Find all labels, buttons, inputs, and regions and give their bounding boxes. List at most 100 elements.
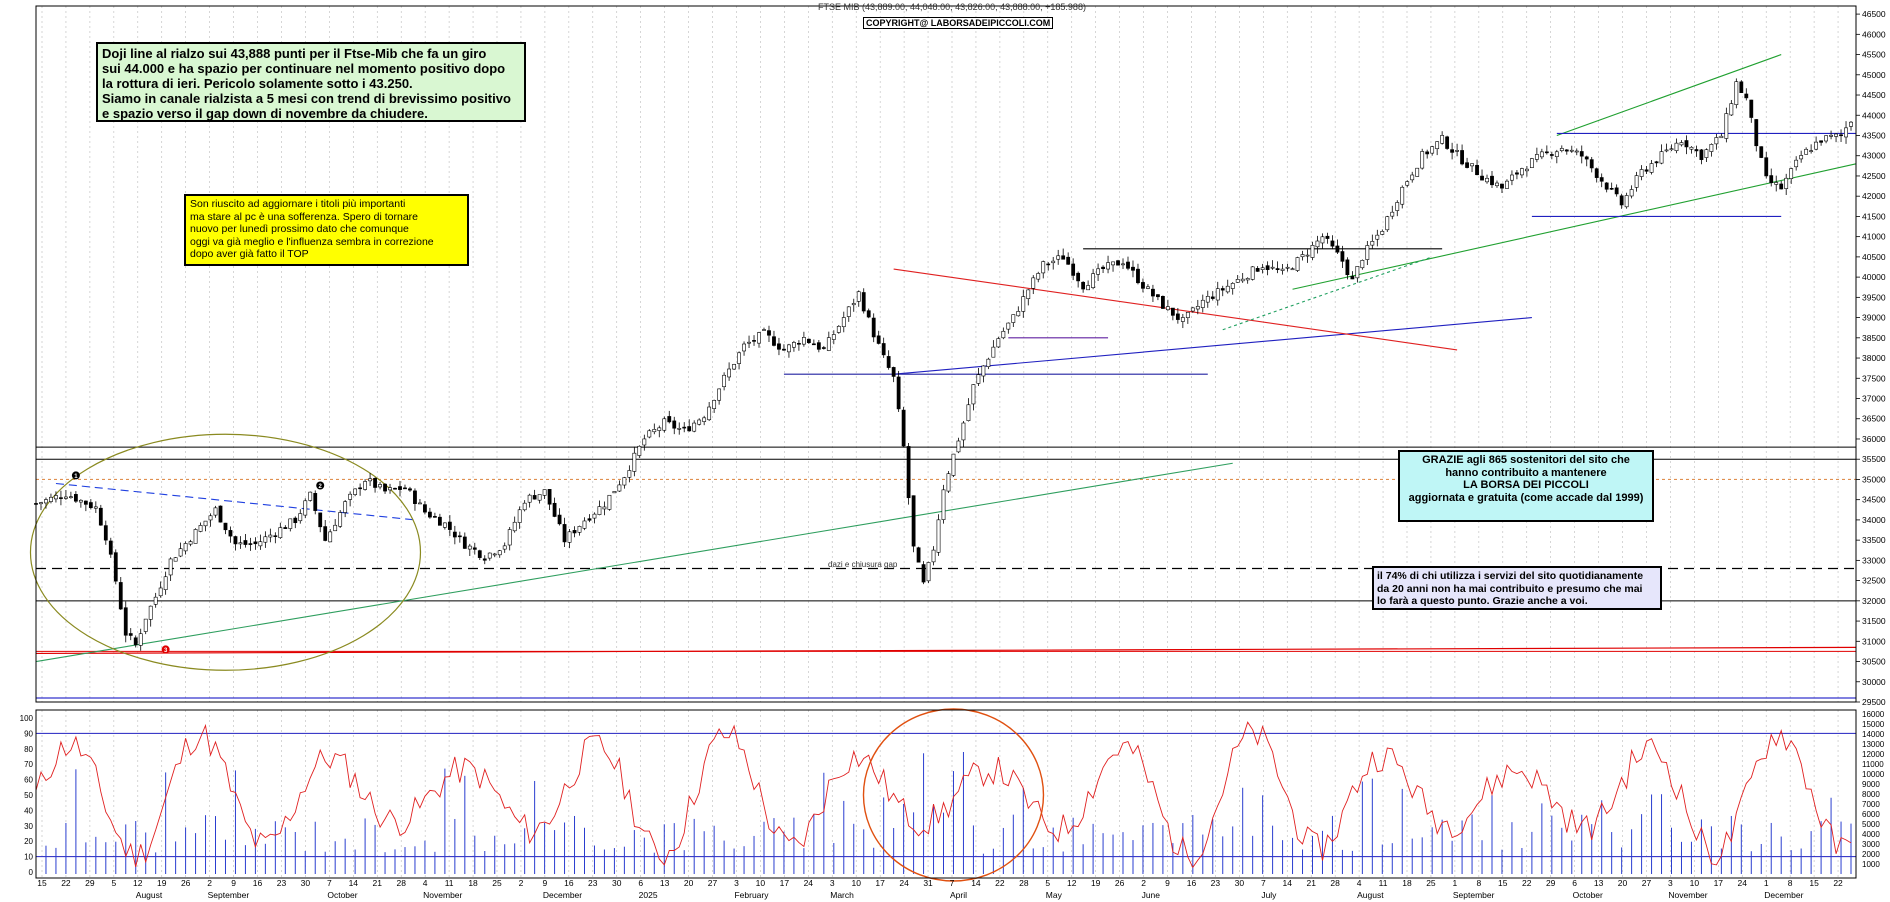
candle-body	[1584, 156, 1589, 160]
candle-body	[1694, 149, 1699, 152]
candle-body	[1275, 268, 1280, 271]
osc-tick-label: 20	[24, 837, 33, 846]
candle-body	[1794, 159, 1799, 168]
candle-body	[1380, 231, 1385, 235]
x-tick-label: 3	[1668, 878, 1673, 888]
candle-body	[1445, 136, 1450, 149]
candle-body	[1315, 240, 1320, 248]
candle-body	[1230, 283, 1235, 289]
x-month-label: August	[136, 890, 163, 900]
candle-body	[792, 342, 796, 348]
candle-body	[1539, 151, 1544, 158]
y-tick-label: 38000	[1862, 353, 1886, 363]
candle-body	[712, 400, 717, 409]
candle-body	[1340, 251, 1345, 262]
y-tick-label: 34000	[1862, 515, 1886, 525]
candle-body	[1829, 134, 1833, 137]
candle-body	[273, 535, 278, 537]
candle-body	[697, 419, 702, 425]
candle-body	[816, 342, 821, 350]
candle-body	[527, 494, 532, 503]
personal-line: ma stare al pc è una sofferenza. Spero d…	[190, 210, 419, 223]
candle-body	[1385, 216, 1390, 231]
candle-body	[1420, 151, 1425, 169]
candle-body	[353, 488, 358, 495]
candle-body	[1006, 322, 1011, 330]
candle-body	[1569, 149, 1574, 152]
candle-body	[916, 547, 921, 563]
x-tick-label: 28	[396, 878, 406, 888]
candle-body	[1205, 296, 1210, 303]
candle-body	[1739, 81, 1744, 93]
candle-body	[1051, 260, 1056, 264]
x-tick-label: 4	[1357, 878, 1362, 888]
candle-body	[871, 317, 876, 338]
candle-body	[1774, 182, 1779, 185]
volume-tick-label: 16000	[1862, 710, 1885, 719]
candle-body	[1475, 164, 1479, 176]
volume-tick-label: 4000	[1862, 830, 1880, 839]
x-tick-label: 12	[1067, 878, 1077, 888]
candle-body	[602, 506, 607, 510]
candle-body	[677, 428, 682, 430]
osc-tick-label: 60	[24, 776, 33, 785]
candle-body	[1086, 285, 1091, 291]
candle-body	[113, 552, 118, 582]
candle-body	[213, 507, 218, 516]
x-tick-label: 25	[1426, 878, 1436, 888]
candle-body	[542, 489, 547, 496]
candle-body	[821, 347, 826, 349]
candle-body	[1734, 81, 1739, 105]
candle-body	[148, 605, 153, 620]
candle-body	[1599, 177, 1604, 182]
candle-body	[64, 496, 68, 499]
candle-body	[856, 291, 861, 302]
analysis-line: Doji line al rialzo sui 43,888 punti per…	[102, 46, 487, 61]
marker-circle	[161, 645, 170, 654]
osc-tick-label: 100	[20, 714, 34, 723]
candle-body	[707, 406, 712, 421]
candle-body	[123, 607, 128, 636]
candle-body	[1460, 150, 1464, 165]
candle-body	[1594, 168, 1599, 178]
x-month-label: March	[830, 890, 854, 900]
x-tick-label: 17	[780, 878, 790, 888]
y-tick-label: 45000	[1862, 70, 1886, 80]
candle-body	[1390, 211, 1395, 217]
candle-body	[1365, 245, 1370, 260]
candle-body	[1061, 255, 1066, 260]
personal-line: Son riuscito ad aggiornare i titoli più …	[190, 198, 406, 210]
candle-body	[472, 547, 477, 550]
candle-body	[572, 530, 577, 534]
x-tick-label: 7	[950, 878, 955, 888]
x-month-label: December	[543, 890, 582, 900]
candle-body	[153, 596, 158, 605]
thanks-line: LA BORSA DEI PICCOLI	[1463, 479, 1589, 491]
candle-body	[1295, 257, 1300, 271]
candle-body	[1799, 155, 1804, 160]
candle-body	[108, 540, 113, 555]
candle-body	[1714, 137, 1719, 145]
candle-body	[1325, 235, 1330, 239]
candle-body	[413, 490, 417, 504]
x-tick-label: 28	[1330, 878, 1340, 888]
candle-body	[1335, 245, 1340, 253]
candle-body	[861, 292, 866, 312]
candle-body	[1629, 189, 1634, 197]
candle-body	[1699, 149, 1704, 160]
candle-body	[462, 536, 467, 549]
volume-tick-label: 15000	[1862, 720, 1885, 729]
candle-body	[986, 358, 991, 367]
candle-body	[1440, 135, 1445, 144]
x-tick-label: 12	[133, 878, 143, 888]
candle-body	[1435, 141, 1440, 150]
volume-tick-label: 6000	[1862, 810, 1880, 819]
volume-tick-label: 3000	[1862, 840, 1880, 849]
x-tick-label: 20	[1618, 878, 1628, 888]
y-tick-label: 33500	[1862, 535, 1886, 545]
y-tick-label: 37500	[1862, 373, 1886, 383]
x-tick-label: 14	[1283, 878, 1293, 888]
candle-body	[1146, 286, 1150, 289]
candle-body	[1405, 181, 1410, 186]
candle-body	[1240, 278, 1245, 282]
